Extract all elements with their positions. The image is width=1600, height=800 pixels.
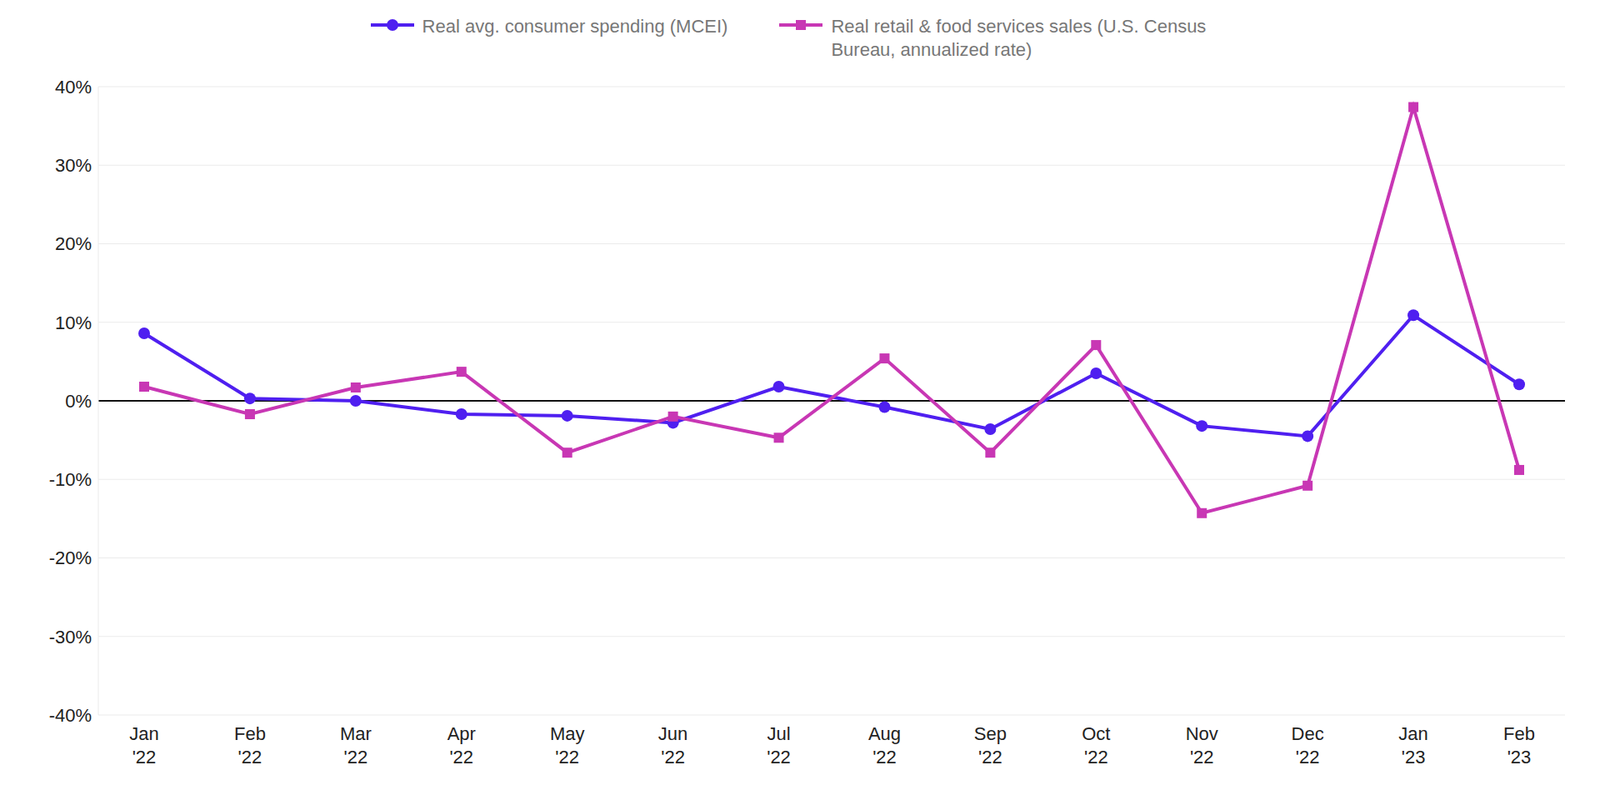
svg-text:-20%: -20% bbox=[49, 547, 92, 569]
svg-text:Oct'22: Oct'22 bbox=[1081, 723, 1110, 768]
svg-text:Mar'22: Mar'22 bbox=[340, 723, 372, 768]
svg-text:Sep'22: Sep'22 bbox=[974, 723, 1007, 768]
svg-text:Jan'22: Jan'22 bbox=[129, 723, 159, 768]
svg-text:Dec'22: Dec'22 bbox=[1291, 723, 1325, 768]
svg-text:20%: 20% bbox=[55, 233, 92, 255]
html-text:Real retail & food services sa: Real retail & food services sales (U.S. … bbox=[831, 15, 1207, 60]
svg-text:40%: 40% bbox=[55, 76, 92, 98]
svg-text:Aug'22: Aug'22 bbox=[868, 723, 901, 768]
svg-text:30%: 30% bbox=[55, 155, 92, 176]
svg-text:Feb'22: Feb'22 bbox=[234, 723, 266, 768]
svg-text:Jun'22: Jun'22 bbox=[658, 723, 688, 768]
svg-text:Nov'22: Nov'22 bbox=[1185, 723, 1219, 768]
svg-text:-10%: -10% bbox=[49, 469, 92, 490]
svg-text:Feb'23: Feb'23 bbox=[1503, 723, 1535, 768]
svg-text:10%: 10% bbox=[55, 312, 92, 334]
svg-text:May'22: May'22 bbox=[550, 723, 585, 768]
html-text:Real avg. consumer spending (M: Real avg. consumer spending (MCEI) bbox=[422, 15, 728, 37]
svg-text:Apr'22: Apr'22 bbox=[447, 723, 476, 768]
svg-text:Jul'22: Jul'22 bbox=[766, 723, 791, 768]
svg-text:Jan'23: Jan'23 bbox=[1398, 723, 1428, 768]
svg-text:-40%: -40% bbox=[49, 705, 92, 726]
svg-text:0%: 0% bbox=[65, 390, 92, 412]
svg-text:-30%: -30% bbox=[49, 626, 92, 648]
